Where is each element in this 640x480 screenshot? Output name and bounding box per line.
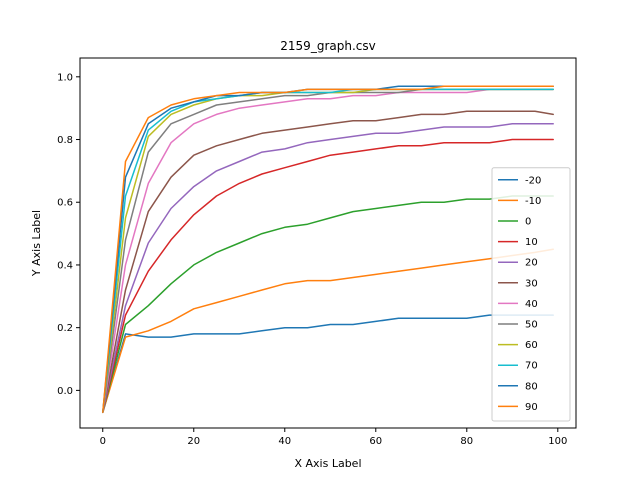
y-axis-label: Y Axis Label [30, 210, 43, 277]
series-line-30 [102, 110, 554, 414]
series-line-70 [102, 88, 554, 414]
series-line-10 [102, 138, 554, 414]
series-line-20 [102, 123, 554, 414]
legend-label: 50 [525, 320, 538, 331]
chart-title: 2159_graph.csv [280, 39, 375, 53]
plot-frame [79, 57, 577, 429]
legend-label: 20 [525, 258, 538, 269]
legend-box [491, 167, 571, 422]
series-line--20 [102, 314, 554, 414]
series-line-90 [102, 85, 554, 414]
plot-area [102, 85, 554, 414]
legend-label: 80 [525, 381, 538, 392]
y-tick-label: 0.4 [57, 260, 73, 271]
legend-label: 10 [525, 237, 538, 248]
y-tick-label: 0.2 [57, 323, 73, 334]
legend-label: 70 [525, 361, 538, 372]
y-tick-label: 0.0 [57, 386, 73, 397]
x-axis-label: X Axis Label [294, 457, 361, 470]
y-axis: 0.0 0.2 0.4 0.6 0.8 1.0 [57, 72, 80, 397]
legend-label: -10 [525, 196, 541, 207]
legend-label: 30 [525, 278, 538, 289]
legend-label: 90 [525, 402, 538, 413]
series-line--10 [102, 248, 554, 414]
series-line-0 [102, 195, 554, 414]
y-tick-label: 0.6 [57, 198, 73, 209]
legend: -20 -10 0 10 20 30 40 50 60 70 80 90 [491, 167, 571, 422]
x-tick-label: 40 [278, 436, 291, 447]
series-line-40 [102, 88, 554, 414]
x-tick-label: 60 [369, 436, 382, 447]
legend-label: 60 [525, 340, 538, 351]
legend-label: 40 [525, 299, 538, 310]
x-axis: 0 20 40 60 80 100 [100, 428, 567, 447]
x-tick-label: 0 [100, 436, 106, 447]
y-tick-label: 1.0 [57, 72, 73, 83]
x-tick-label: 20 [187, 436, 200, 447]
x-tick-label: 100 [548, 436, 567, 447]
y-tick-label: 0.8 [57, 135, 73, 146]
legend-label: 0 [525, 217, 531, 228]
x-tick-label: 80 [460, 436, 473, 447]
legend-label: -20 [525, 175, 541, 186]
